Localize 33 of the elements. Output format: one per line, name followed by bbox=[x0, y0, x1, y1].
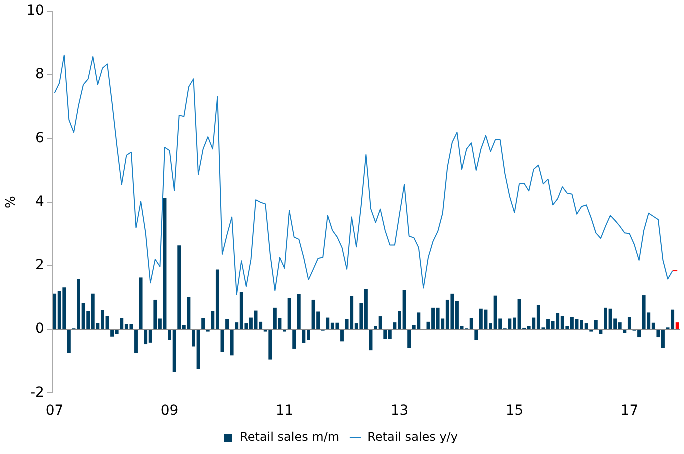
bar bbox=[226, 319, 229, 330]
bar bbox=[297, 294, 301, 330]
x-tick-label: 17 bbox=[620, 403, 639, 420]
x-tick-label: 13 bbox=[390, 403, 409, 420]
bar bbox=[139, 278, 143, 330]
bar bbox=[599, 330, 603, 334]
bar bbox=[676, 322, 680, 330]
y-tick-label: 0 bbox=[35, 321, 44, 338]
y-tick-label: 6 bbox=[35, 130, 44, 146]
x-tick-label: 11 bbox=[276, 403, 294, 420]
y-tick-label: 4 bbox=[35, 194, 44, 210]
y-tick-label: -2 bbox=[30, 384, 44, 401]
bar bbox=[340, 330, 344, 342]
bar bbox=[408, 330, 412, 348]
y-tick-label: 2 bbox=[35, 258, 44, 274]
x-tick-label: 15 bbox=[506, 403, 524, 420]
y-tick-label: 10 bbox=[26, 3, 44, 20]
bar bbox=[202, 318, 206, 330]
bar bbox=[474, 330, 478, 340]
bar bbox=[594, 320, 598, 330]
x-tick-label: 09 bbox=[160, 403, 179, 420]
bar bbox=[230, 330, 234, 356]
bar bbox=[134, 330, 138, 354]
bar bbox=[288, 298, 292, 330]
bar bbox=[628, 317, 632, 330]
legend-label: Retail sales y/y bbox=[368, 430, 458, 444]
y-tick-label: 8 bbox=[35, 66, 44, 83]
bar bbox=[292, 330, 296, 349]
legend-label: Retail sales m/m bbox=[240, 430, 340, 444]
y-axis-title: % bbox=[4, 196, 20, 208]
bar bbox=[67, 330, 71, 354]
bar bbox=[623, 330, 627, 334]
x-tick-label: 07 bbox=[46, 403, 64, 420]
